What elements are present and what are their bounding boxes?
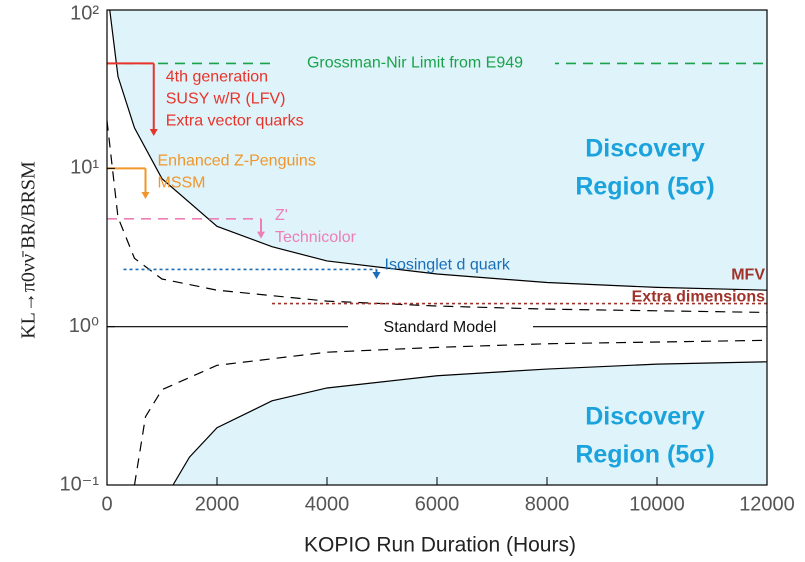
x-tick-label: 4000 — [305, 493, 350, 515]
y-tick-label: 10⁰ — [69, 315, 99, 337]
discovery-region — [107, 10, 767, 291]
annotation-label: Enhanced Z-Penguins — [158, 153, 316, 170]
plot-layer: Standard Model Grossman-Nir Limit from E9… — [106, 9, 768, 486]
x-axis-label: KOPIO Run Duration (Hours) — [304, 534, 576, 557]
reference-label: Standard Model — [384, 319, 497, 336]
curve — [133, 339, 768, 486]
y-tick-label: 10¹ — [70, 157, 99, 179]
x-tick-label: 10000 — [629, 493, 685, 515]
discovery-region — [173, 361, 767, 485]
x-tick-label: 2000 — [195, 493, 240, 515]
x-tick-label: 12000 — [739, 493, 795, 515]
annotation-label: Z' — [275, 207, 288, 224]
region-label: Discovery — [585, 403, 705, 431]
annotation-label-bg — [275, 52, 555, 75]
arrow-head — [372, 272, 381, 280]
annotation-label: Grossman-Nir Limit from E949 — [307, 55, 523, 72]
region-label: Region (5σ) — [575, 441, 714, 469]
reference-label-bg — [348, 316, 533, 337]
y-tick-label: 10² — [70, 2, 99, 24]
y-axis-label: KL→π0νν̄ BR/BRSM — [18, 161, 40, 339]
arrow-head — [141, 192, 150, 200]
curve — [109, 9, 768, 291]
x-tick-label: 6000 — [415, 493, 460, 515]
region-label: Discovery — [585, 135, 705, 163]
annotation-label: Extra vector quarks — [166, 113, 304, 130]
x-tick-label: 0 — [101, 493, 112, 515]
curve — [172, 361, 768, 486]
annotation-label: Technicolor — [275, 229, 357, 246]
annotation-label: MSSM — [158, 175, 206, 192]
region-label: Region (5σ) — [575, 173, 714, 201]
annotation-label: Isosinglet d quark — [385, 257, 511, 274]
annotation-label: SUSY w/R (LFV) — [166, 91, 286, 108]
annotation-label: Extra dimensions — [632, 289, 765, 306]
annotation-label: MFV — [731, 267, 765, 284]
arrow-head — [257, 231, 265, 239]
x-tick-label: 8000 — [525, 493, 570, 515]
y-tick-label: 10⁻¹ — [60, 473, 100, 495]
annotation-label: 4th generation — [166, 69, 268, 86]
arrow-head — [149, 129, 158, 137]
